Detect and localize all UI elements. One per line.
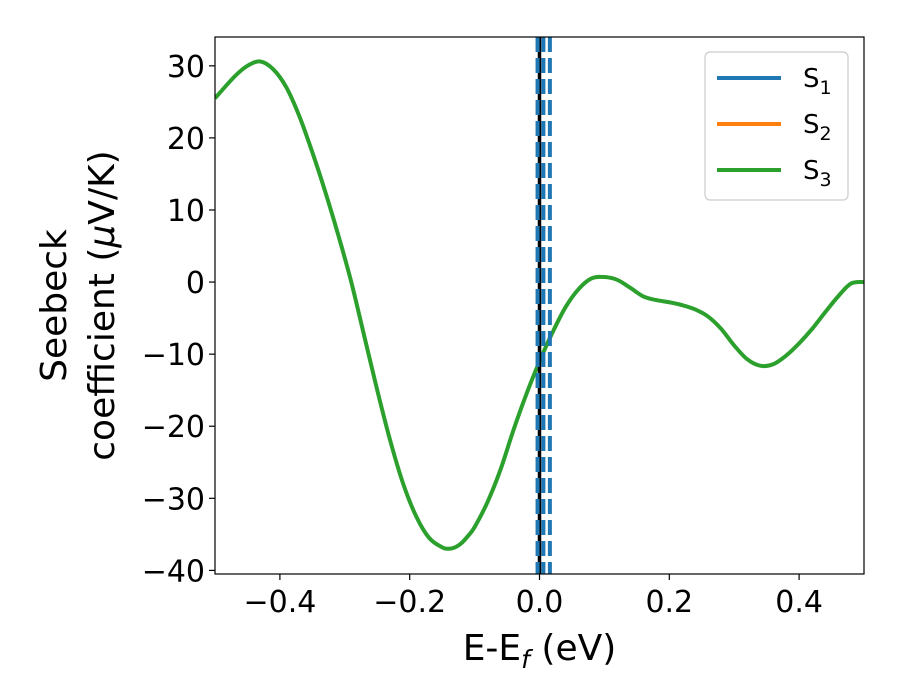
y-tick-label: 20 — [167, 122, 205, 157]
x-tick-label: −0.2 — [373, 585, 446, 620]
x-tick-label: 0.2 — [645, 585, 693, 620]
legend-label-2: S2 — [803, 110, 832, 145]
plot-layer — [215, 37, 864, 574]
y-tick-label: 30 — [167, 50, 205, 85]
y-axis-label-unit: V/K) — [82, 150, 123, 224]
x-axis-label-main: E-E — [463, 628, 521, 669]
y-axis-label-line2-text: coefficient ( — [82, 248, 123, 461]
y-axis-label-line1-text: Seebeck — [34, 229, 75, 382]
plot-frame — [214, 36, 865, 575]
y-axis-label-mu: μ — [82, 225, 123, 249]
x-tick-label: 0.4 — [775, 585, 823, 620]
legend: S1 S2 S3 — [704, 51, 849, 201]
y-tick-label: 10 — [167, 194, 205, 229]
x-axis-label-unit: (eV) — [530, 628, 616, 669]
ticks-layer: −0.4 −0.2 0.0 0.2 0.4 −40 −30 −20 −10 0 10 20 30 — [142, 50, 823, 620]
y-tick-label: −20 — [142, 410, 205, 445]
y-tick-label: −10 — [142, 338, 205, 373]
y-tick-label: −40 — [142, 554, 205, 589]
y-axis-label-line1: Seebeck — [34, 229, 75, 382]
y-axis-label-line2: coefficient (μV/K) — [82, 150, 123, 460]
series-line-3 — [215, 59, 864, 551]
x-axis-label: E-Ef (eV) — [463, 628, 617, 674]
y-tick-label: 0 — [186, 266, 205, 301]
y-tick-label: −30 — [142, 482, 205, 517]
legend-label-3: S3 — [803, 156, 832, 191]
x-tick-label: −0.4 — [243, 585, 316, 620]
legend-label-1: S1 — [803, 64, 832, 99]
x-tick-label: 0.0 — [516, 585, 564, 620]
